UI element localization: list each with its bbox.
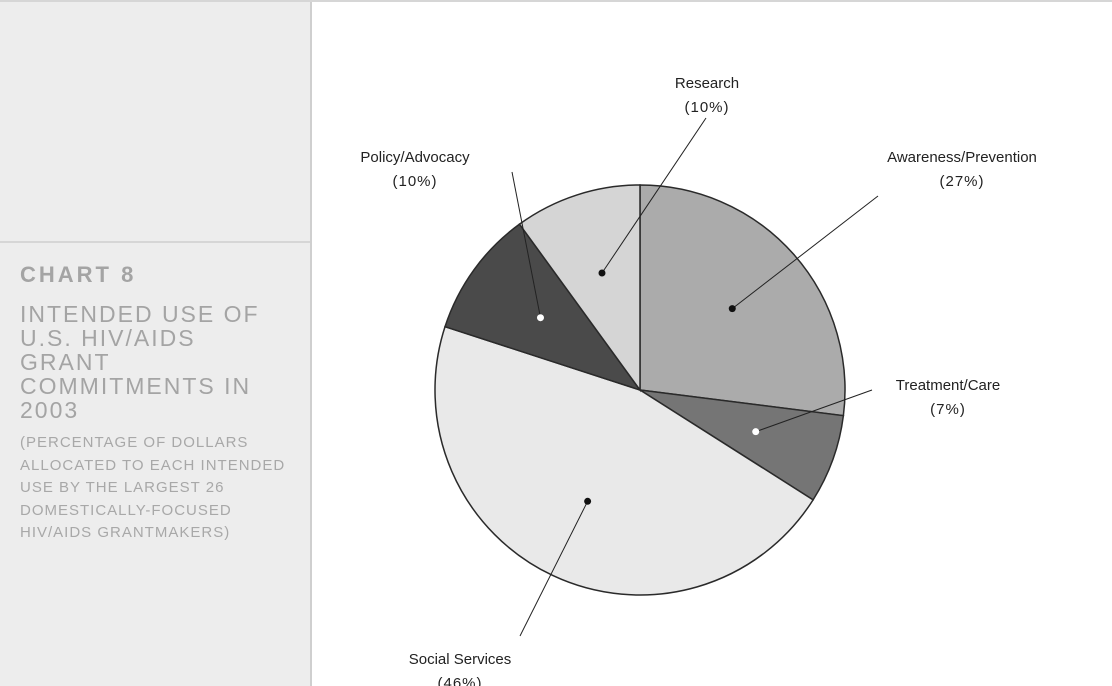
leader-dot bbox=[598, 269, 606, 277]
top-border bbox=[0, 0, 1112, 2]
leader-line bbox=[519, 501, 589, 637]
slice-label: Social Services bbox=[409, 651, 512, 668]
slice-label: Policy/Advocacy bbox=[360, 149, 470, 166]
leader-line bbox=[755, 389, 873, 433]
slice-label: Awareness/Prevention bbox=[887, 149, 1037, 166]
leader-dot bbox=[728, 305, 736, 313]
chart-subtitle: INTENDED USE OF U.S. HIV/AIDS GRANT COMM… bbox=[20, 301, 260, 423]
pie-slice bbox=[434, 325, 815, 596]
leader-dot bbox=[752, 428, 760, 436]
chart-note: (PERCENTAGE OF DOLLARS ALLOCATED TO EACH… bbox=[20, 434, 286, 541]
chart-title: CHART 8 bbox=[20, 262, 137, 287]
side-panel: CHART 8 INTENDED USE OF U.S. HIV/AIDS GR… bbox=[0, 0, 312, 686]
leader-line bbox=[511, 171, 541, 318]
leader-line bbox=[601, 117, 707, 274]
leader-dot bbox=[584, 497, 592, 505]
slice-value-label: (10%) bbox=[684, 99, 729, 116]
leader-dot bbox=[536, 314, 544, 322]
pie-slice bbox=[518, 184, 641, 393]
slice-label: Research bbox=[675, 75, 739, 92]
leader-line bbox=[731, 195, 879, 310]
pie-slice bbox=[444, 223, 642, 392]
slice-value-label: (7%) bbox=[930, 401, 966, 418]
panel-box bbox=[0, 0, 310, 243]
slice-value-label: (10%) bbox=[392, 173, 437, 190]
slice-value-label: (46%) bbox=[437, 675, 482, 686]
slice-value-label: (27%) bbox=[939, 173, 984, 190]
slice-label: Treatment/Care bbox=[896, 377, 1000, 394]
